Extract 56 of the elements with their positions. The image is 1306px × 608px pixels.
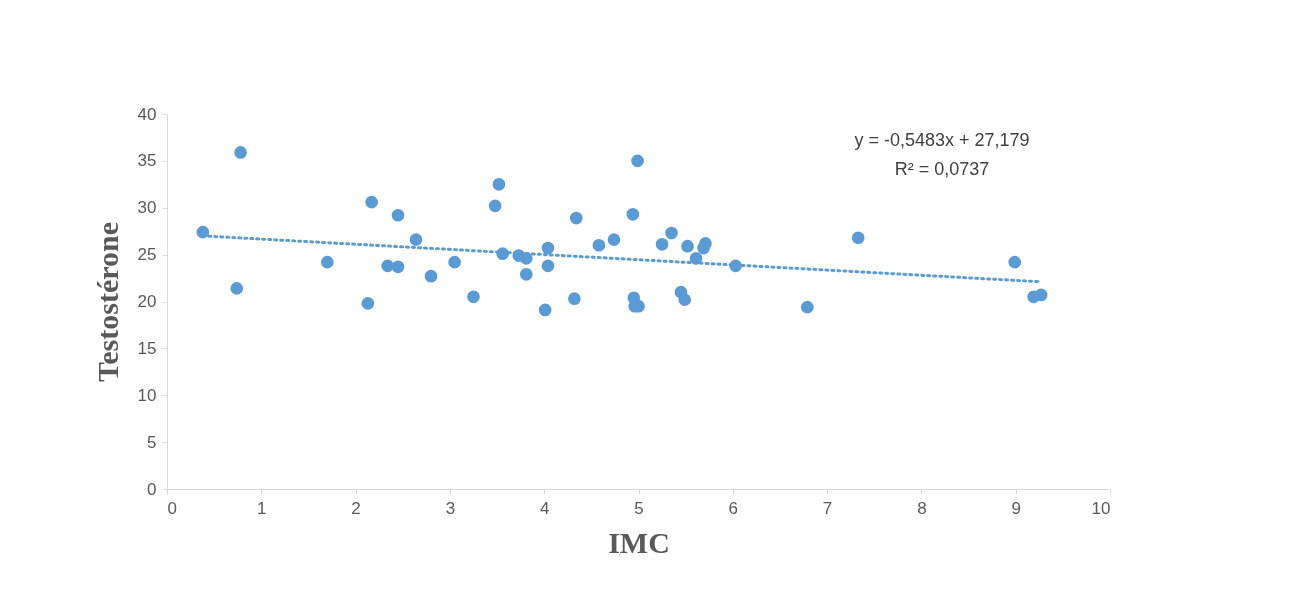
x-tick-label: 0	[167, 498, 177, 518]
y-tick-label: 5	[147, 432, 157, 452]
point	[230, 282, 244, 295]
point	[538, 303, 552, 317]
y-tick-label: 15	[137, 338, 157, 358]
y-tick-label: 40	[137, 104, 157, 124]
x-tick-label: 3	[445, 498, 456, 518]
y-tick-label: 0	[147, 479, 157, 499]
point	[424, 269, 438, 283]
annotation: R² = 0,0737	[894, 159, 990, 179]
point	[365, 195, 378, 209]
point	[320, 255, 334, 269]
y-tick-label: 35	[137, 151, 157, 171]
point	[492, 178, 506, 191]
point	[678, 293, 692, 306]
x-tick-label: 5	[634, 498, 644, 518]
point	[391, 260, 405, 274]
point	[592, 238, 606, 252]
y-tick-label: 10	[137, 385, 157, 405]
point	[626, 208, 640, 221]
x-tick-label: 8	[917, 498, 927, 518]
x-tick-label: 10	[1091, 498, 1111, 518]
point	[541, 259, 555, 273]
point	[234, 146, 247, 159]
point	[569, 211, 583, 225]
point	[1034, 288, 1048, 302]
point	[1008, 255, 1022, 269]
x-tick-label: 6	[728, 498, 739, 518]
point	[448, 255, 461, 269]
y-tick-label: 20	[137, 292, 157, 311]
x-tick-label: 9	[1011, 498, 1021, 518]
x-tick-label: 4	[539, 498, 550, 518]
y-axis-title: Testostérone	[90, 222, 124, 382]
point	[568, 292, 581, 305]
annotation: y = -0,5483x + 27,179	[854, 130, 1030, 150]
point	[361, 297, 375, 310]
point	[655, 238, 669, 251]
point	[519, 268, 533, 281]
point	[381, 259, 394, 273]
point	[607, 233, 621, 246]
x-tick-label: 2	[351, 498, 361, 518]
point	[488, 199, 502, 213]
y-tick-label: 30	[137, 198, 157, 218]
point	[681, 239, 694, 253]
x-tick-label: 1	[257, 498, 267, 518]
y-tick-label: 25	[137, 245, 157, 265]
point	[851, 231, 865, 245]
point	[631, 154, 644, 168]
point	[665, 226, 678, 240]
x-axis-title: IMC	[608, 525, 670, 559]
x-tick-label: 7	[822, 498, 833, 518]
point	[800, 300, 814, 314]
point	[467, 290, 480, 304]
point	[391, 208, 405, 222]
point	[541, 241, 555, 255]
point	[409, 233, 423, 246]
